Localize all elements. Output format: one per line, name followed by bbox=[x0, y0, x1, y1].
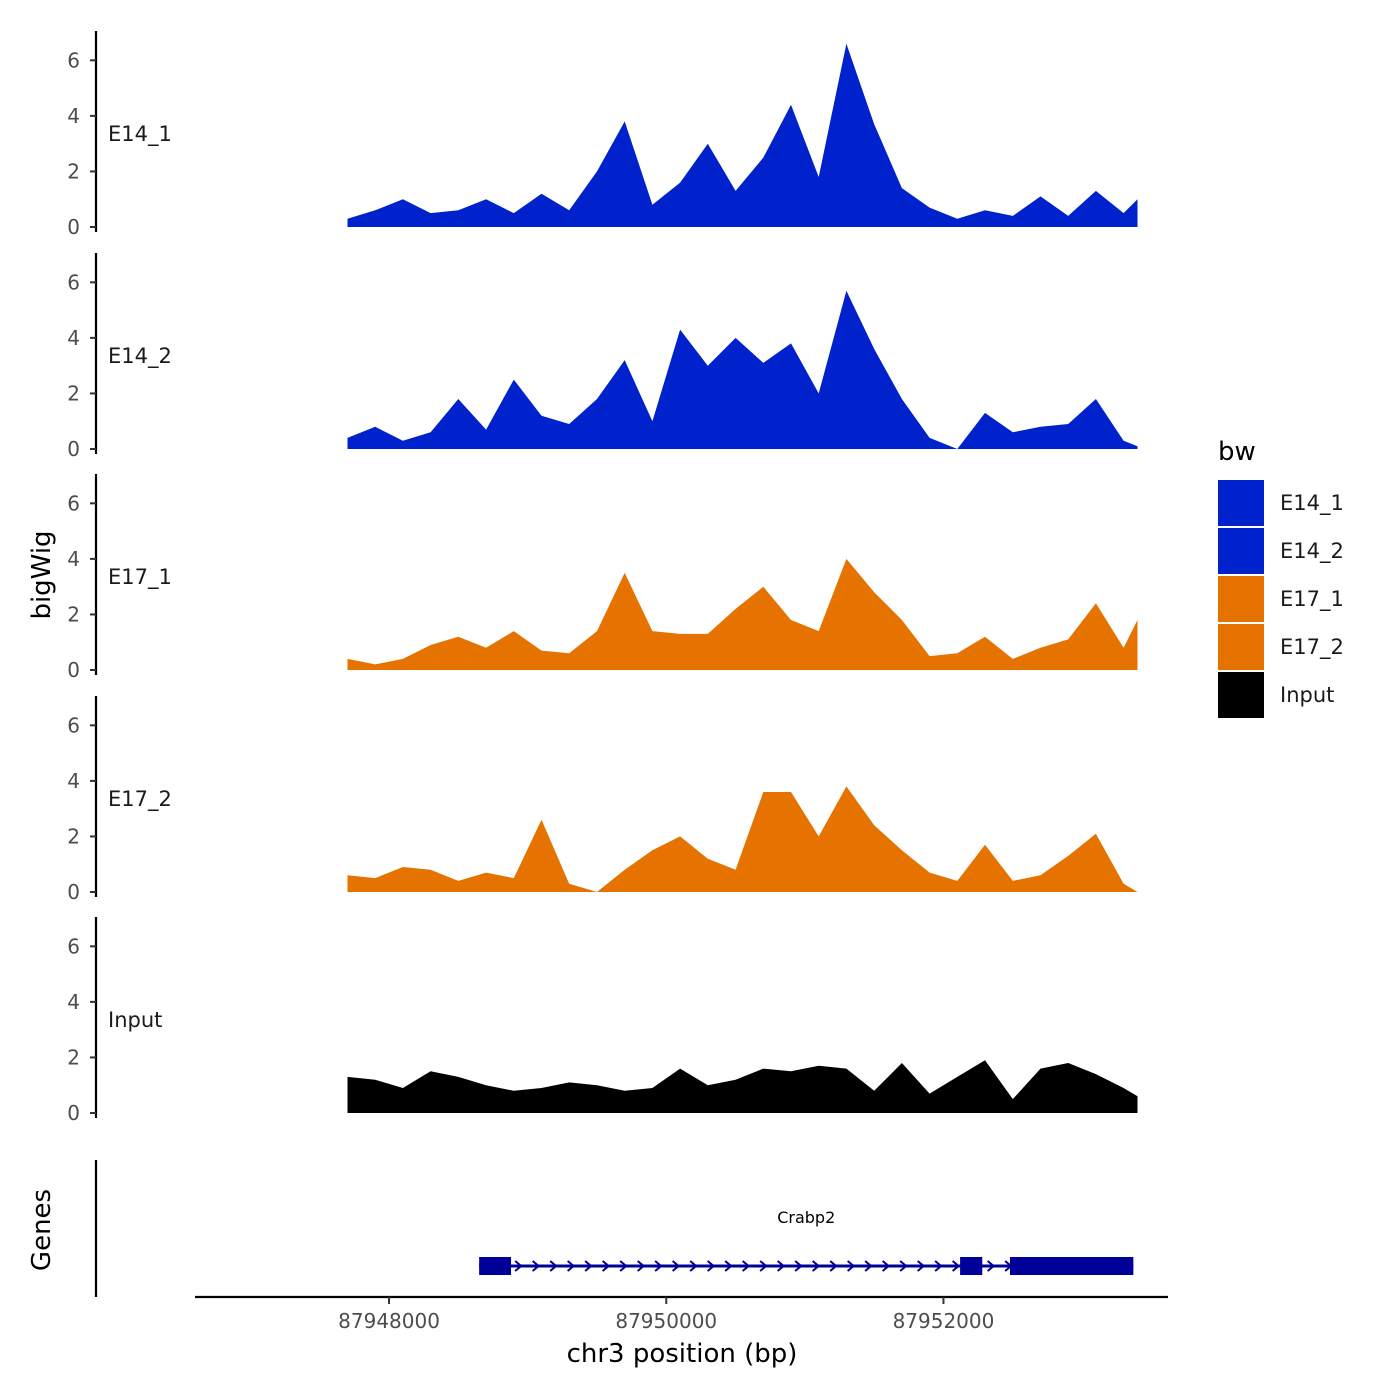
strand-arrow-icon bbox=[794, 1260, 803, 1272]
strand-arrow-icon bbox=[741, 1260, 751, 1272]
strand-arrow-icon bbox=[864, 1260, 873, 1272]
strand-arrow-icon bbox=[899, 1260, 908, 1272]
strand-arrow-icon bbox=[776, 1260, 786, 1272]
strand-arrow-icon bbox=[601, 1260, 611, 1272]
y-tick-label: 2 bbox=[67, 824, 80, 848]
legend-swatch bbox=[1218, 624, 1264, 670]
track-input: 0 2 4 6 Input bbox=[67, 917, 1138, 1125]
strand-arrow-icon bbox=[829, 1260, 838, 1272]
gene-exon bbox=[1009, 1257, 1134, 1275]
track-label: E17_2 bbox=[108, 787, 172, 812]
track-label: E14_1 bbox=[108, 122, 172, 147]
strand-arrow-icon bbox=[759, 1260, 768, 1272]
x-axis-title: chr3 position (bp) bbox=[567, 1339, 798, 1369]
strand-arrow-icon bbox=[916, 1260, 926, 1272]
x-tick-label: 87950000 bbox=[615, 1309, 717, 1333]
signal-area-e14-1 bbox=[347, 43, 1138, 228]
signal-area-e14-2 bbox=[347, 290, 1138, 449]
track-e14-1: 0 2 4 6 E14_1 bbox=[67, 31, 1138, 239]
strand-arrow-icon bbox=[671, 1260, 681, 1272]
gene-name-label: Crabp2 bbox=[777, 1208, 835, 1227]
signal-area-input bbox=[347, 1060, 1138, 1113]
strand-arrow-icon bbox=[951, 1260, 961, 1272]
strand-arrow-icon bbox=[584, 1260, 593, 1272]
strand-arrow-icon bbox=[811, 1260, 821, 1272]
strand-arrow-icon bbox=[549, 1260, 558, 1272]
strand-arrow-icon bbox=[514, 1260, 523, 1272]
y-tick-label: 2 bbox=[67, 602, 80, 626]
strand-arrow-icon bbox=[531, 1260, 541, 1272]
y-axis-title: bigWig bbox=[27, 530, 57, 619]
strand-arrow-icon bbox=[636, 1260, 646, 1272]
genes-track: Crabp2 bbox=[94, 1160, 1134, 1297]
track-e17-1: 0 2 4 6 E17_1 bbox=[67, 474, 1138, 682]
y-tick-label: 2 bbox=[67, 1045, 80, 1069]
legend-label: E17_1 bbox=[1280, 587, 1344, 612]
y-tick-label: 4 bbox=[67, 547, 80, 571]
y-tick-label: 4 bbox=[67, 104, 80, 128]
signal-area-e17-2 bbox=[347, 786, 1138, 892]
strand-arrow-icon bbox=[706, 1260, 716, 1272]
track-label: Input bbox=[108, 1008, 162, 1032]
strand-arrow-icon bbox=[986, 1260, 996, 1272]
signal-area-e17-1 bbox=[347, 558, 1138, 670]
legend: bw E14_1 E14_2 E17_1 E17_2 Input bbox=[1218, 437, 1344, 718]
y-tick-label: 2 bbox=[67, 159, 80, 183]
y-tick-label: 6 bbox=[67, 270, 80, 294]
legend-label: E14_1 bbox=[1280, 491, 1344, 516]
track-e14-2: 0 2 4 6 E14_2 bbox=[67, 253, 1138, 461]
y-tick-label: 0 bbox=[67, 215, 80, 239]
legend-swatch bbox=[1218, 672, 1264, 718]
y-tick-label: 4 bbox=[67, 990, 80, 1014]
legend-title: bw bbox=[1218, 437, 1256, 467]
x-tick-label: 87952000 bbox=[893, 1309, 995, 1333]
track-label: E17_1 bbox=[108, 565, 172, 590]
legend-swatch bbox=[1218, 528, 1264, 574]
strand-arrow-icon bbox=[724, 1260, 733, 1272]
y-tick-label: 0 bbox=[67, 437, 80, 461]
legend-label: E14_2 bbox=[1280, 539, 1344, 564]
legend-swatch bbox=[1218, 480, 1264, 526]
y-tick-label: 2 bbox=[67, 381, 80, 405]
x-axis: 87948000 87950000 87952000 bbox=[195, 1295, 1168, 1333]
strand-arrow-icon bbox=[881, 1260, 891, 1272]
gene-exon bbox=[479, 1257, 512, 1275]
y-tick-label: 6 bbox=[67, 48, 80, 72]
strand-arrow-icon bbox=[619, 1260, 628, 1272]
y-tick-label: 4 bbox=[67, 326, 80, 350]
strand-arrow-icon bbox=[689, 1260, 698, 1272]
y-tick-label: 0 bbox=[67, 880, 80, 904]
legend-label: Input bbox=[1280, 683, 1334, 707]
y-tick-label: 0 bbox=[67, 658, 80, 682]
y-tick-label: 0 bbox=[67, 1101, 80, 1125]
strand-arrow-icon bbox=[934, 1260, 943, 1272]
y-tick-label: 6 bbox=[67, 713, 80, 737]
y-tick-label: 4 bbox=[67, 769, 80, 793]
track-label: E14_2 bbox=[108, 344, 172, 369]
y-tick-label: 6 bbox=[67, 934, 80, 958]
gene-exon bbox=[960, 1257, 983, 1275]
legend-label: E17_2 bbox=[1280, 635, 1344, 660]
x-tick-label: 87948000 bbox=[338, 1309, 440, 1333]
strand-arrow-icon bbox=[846, 1260, 856, 1272]
track-e17-2: 0 2 4 6 E17_2 bbox=[67, 696, 1138, 904]
signal-tracks: 0 2 4 6 E14_1 0 2 4 6 E14_2 0 2 4 6 E17_1 0 2 4 6 E17_2 0 2 4 6… bbox=[67, 31, 1138, 1125]
legend-swatch bbox=[1218, 576, 1264, 622]
genes-track-title: Genes bbox=[27, 1189, 57, 1271]
strand-arrow-icon bbox=[654, 1260, 663, 1272]
y-tick-label: 6 bbox=[67, 491, 80, 515]
strand-arrow-icon bbox=[566, 1260, 576, 1272]
